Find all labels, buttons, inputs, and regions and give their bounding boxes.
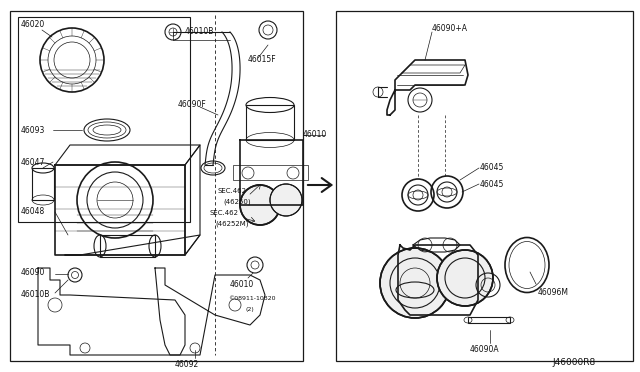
Text: 46090F: 46090F (178, 100, 207, 109)
Text: (46252M): (46252M) (215, 220, 248, 227)
Text: 46020: 46020 (21, 20, 45, 29)
Circle shape (380, 248, 450, 318)
Text: 46010: 46010 (303, 130, 327, 139)
Text: 46010B: 46010B (185, 27, 214, 36)
Text: 46045: 46045 (480, 180, 504, 189)
Text: ©08911-10820: ©08911-10820 (228, 296, 275, 301)
Text: 46090+A: 46090+A (432, 24, 468, 33)
Bar (10, 11, 303, 361)
Circle shape (270, 184, 302, 216)
Text: 46093: 46093 (21, 126, 45, 135)
Text: SEC.462: SEC.462 (210, 210, 239, 216)
Text: (2): (2) (245, 307, 253, 312)
Text: 46048: 46048 (21, 207, 45, 216)
Text: J46000R8: J46000R8 (553, 358, 596, 367)
Bar (100, 235, 155, 257)
Text: 46010: 46010 (230, 280, 254, 289)
Text: 46090A: 46090A (470, 345, 500, 354)
Text: 46047: 46047 (21, 158, 45, 167)
Text: 46045: 46045 (480, 163, 504, 172)
Circle shape (437, 250, 493, 306)
Text: 46096M: 46096M (538, 288, 569, 297)
Bar (336, 11, 633, 361)
Text: 46092: 46092 (175, 360, 199, 369)
Bar (246, 105, 294, 140)
Circle shape (240, 185, 280, 225)
Text: (46250): (46250) (223, 198, 251, 205)
Bar (18, 17, 190, 222)
Bar (233, 165, 308, 180)
Bar (468, 317, 510, 323)
Text: 46010B: 46010B (21, 290, 51, 299)
Text: 46015F: 46015F (248, 55, 276, 64)
Text: 46090: 46090 (21, 268, 45, 277)
Text: SEC.462: SEC.462 (218, 188, 247, 194)
Bar (32, 168, 54, 200)
